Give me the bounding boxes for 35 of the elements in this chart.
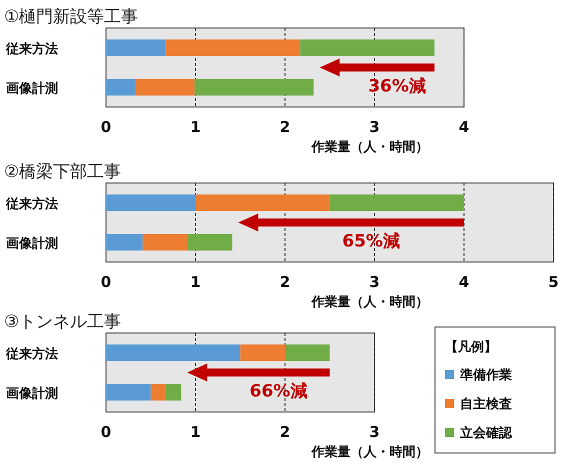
xtick: 4 (458, 273, 470, 291)
annotation: 66%減 (250, 382, 308, 402)
ytick: 画像計測 (6, 236, 58, 252)
xtick: 0 (100, 273, 112, 291)
ytick: 従来方法 (6, 42, 58, 57)
ytick: 画像計測 (6, 386, 58, 402)
xtick: 1 (190, 423, 201, 441)
title: ①樋門新設等工事 (4, 7, 138, 27)
xlabel: 作業量（人・時間） (312, 140, 428, 155)
xtick: 4 (458, 118, 470, 136)
xtick: 2 (280, 423, 290, 441)
annotation: 65%減 (342, 232, 400, 252)
xtick: 5 (548, 273, 559, 291)
xtick: 0 (100, 423, 112, 441)
annotation: 36%減 (368, 76, 426, 96)
xtick: 3 (369, 423, 380, 441)
xlabel: 作業量（人・時間） (312, 295, 428, 310)
legend-title: 【凡例】 (445, 339, 497, 355)
ytick: 画像計測 (6, 81, 58, 96)
legend-label: 立会確認 (460, 426, 512, 441)
ytick: 従来方法 (6, 196, 58, 212)
xtick: 1 (190, 118, 201, 136)
xtick: 2 (280, 273, 290, 291)
xtick: 3 (369, 273, 380, 291)
xtick: 2 (280, 118, 290, 136)
title: ②橋梁下部工事 (4, 162, 122, 182)
ytick: 従来方法 (6, 346, 58, 362)
legend: 【凡例】 準備作業 自主検査 立会確認 (434, 326, 556, 454)
xtick: 3 (369, 118, 380, 136)
xlabel: 作業量（人・時間） (312, 445, 428, 460)
xtick: 1 (190, 273, 201, 291)
xtick: 0 (100, 118, 112, 136)
title: ③トンネル工事 (4, 312, 122, 332)
legend-label: 自主検査 (460, 397, 512, 412)
legend-label: 準備作業 (460, 368, 512, 383)
